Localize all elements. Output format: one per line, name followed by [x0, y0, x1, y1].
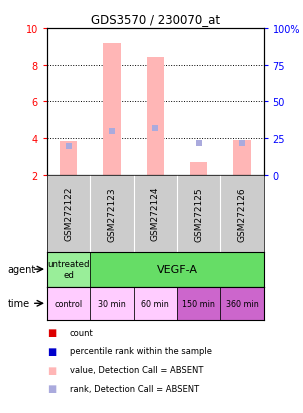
Bar	[47, 252, 90, 287]
Text: ■: ■	[47, 365, 56, 375]
Text: GSM272122: GSM272122	[64, 187, 73, 241]
Text: 60 min: 60 min	[142, 299, 169, 308]
Point	[66, 143, 71, 150]
Point	[196, 140, 201, 147]
Point	[240, 140, 245, 147]
Point	[153, 125, 158, 132]
Text: agent: agent	[8, 264, 36, 275]
Text: 150 min: 150 min	[182, 299, 215, 308]
Text: 30 min: 30 min	[98, 299, 126, 308]
Text: time: time	[8, 299, 30, 309]
Bar	[147, 58, 164, 176]
Text: VEGF-A: VEGF-A	[156, 264, 198, 275]
Bar	[90, 287, 134, 320]
Bar	[190, 163, 207, 176]
Title: GDS3570 / 230070_at: GDS3570 / 230070_at	[91, 13, 220, 26]
Bar	[47, 287, 90, 320]
Text: control: control	[55, 299, 83, 308]
Text: percentile rank within the sample: percentile rank within the sample	[70, 347, 212, 356]
Bar	[220, 287, 264, 320]
Bar	[60, 142, 77, 176]
Text: rank, Detection Call = ABSENT: rank, Detection Call = ABSENT	[70, 384, 199, 393]
Text: untreated
ed: untreated ed	[47, 260, 90, 279]
Text: GSM272123: GSM272123	[108, 187, 116, 241]
Text: GSM272126: GSM272126	[238, 187, 246, 241]
Text: 360 min: 360 min	[225, 299, 258, 308]
Text: ■: ■	[47, 346, 56, 356]
Text: value, Detection Call = ABSENT: value, Detection Call = ABSENT	[70, 365, 203, 374]
Bar	[90, 252, 264, 287]
Point	[110, 128, 115, 135]
Text: GSM272124: GSM272124	[151, 187, 160, 241]
Text: ■: ■	[47, 328, 56, 337]
Bar	[134, 287, 177, 320]
Bar	[233, 141, 251, 176]
Text: count: count	[70, 328, 93, 337]
Bar	[103, 43, 121, 176]
Text: ■: ■	[47, 383, 56, 393]
Text: GSM272125: GSM272125	[194, 187, 203, 241]
Bar	[177, 287, 220, 320]
